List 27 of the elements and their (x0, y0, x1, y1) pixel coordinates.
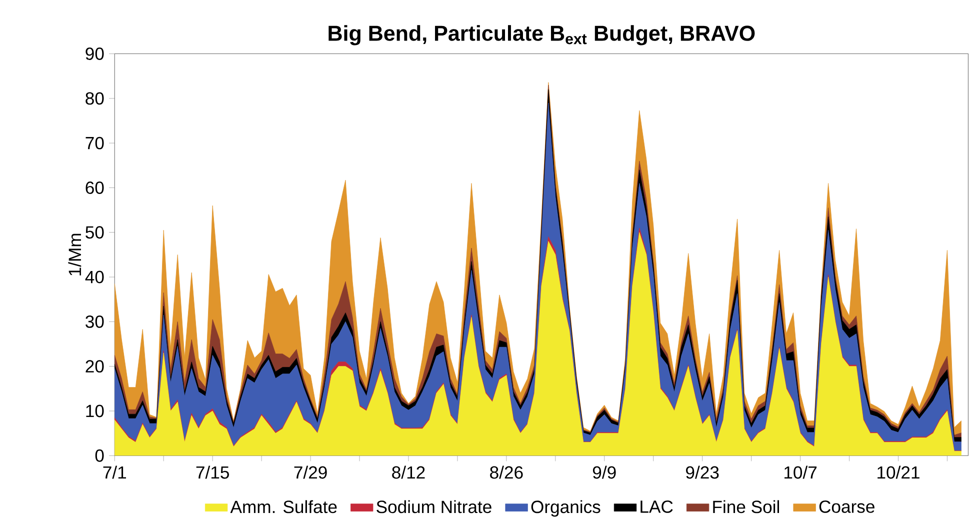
chart-title: Big Bend, Particulate B$_{ext}$ Budget, BRAVO (328, 25, 755, 46)
y-tick-label: 50 (86, 226, 104, 239)
y-tick-label: 60 (86, 181, 104, 194)
x-tick-label: 7/15 (196, 466, 229, 479)
legend-label: Organics (531, 500, 600, 517)
x-tick-label: 10/7 (784, 466, 817, 479)
legend-label: Sodium Nitrate (376, 500, 492, 514)
y-tick-label: 10 (86, 404, 104, 418)
x-tick-label: 7/1 (103, 466, 126, 479)
y-tick-label: 30 (86, 315, 104, 328)
y-tick-label: 80 (86, 92, 104, 105)
legend-label: Fine Soil (713, 500, 780, 514)
y-tick-label: 90 (86, 47, 104, 60)
y-tick-label: 0 (95, 449, 104, 462)
x-tick-label: 9/23 (686, 466, 719, 479)
y-tick-label: 20 (86, 360, 104, 373)
y-tick-label: 40 (85, 270, 104, 284)
legend-label: Coarse (819, 500, 874, 513)
x-tick-label: 9/9 (592, 466, 616, 479)
legend-label: LAC (640, 500, 673, 513)
legend-label: Amm. Sulfate (230, 500, 337, 514)
x-tick-label: 7/29 (294, 466, 327, 479)
y-axis-title: 1/Mm (68, 234, 82, 276)
x-tick-label: 8/12 (392, 466, 425, 479)
x-tick-label: 8/26 (490, 466, 523, 479)
x-tick-label: 10/21 (878, 466, 920, 479)
y-tick-label: 70 (86, 136, 104, 150)
